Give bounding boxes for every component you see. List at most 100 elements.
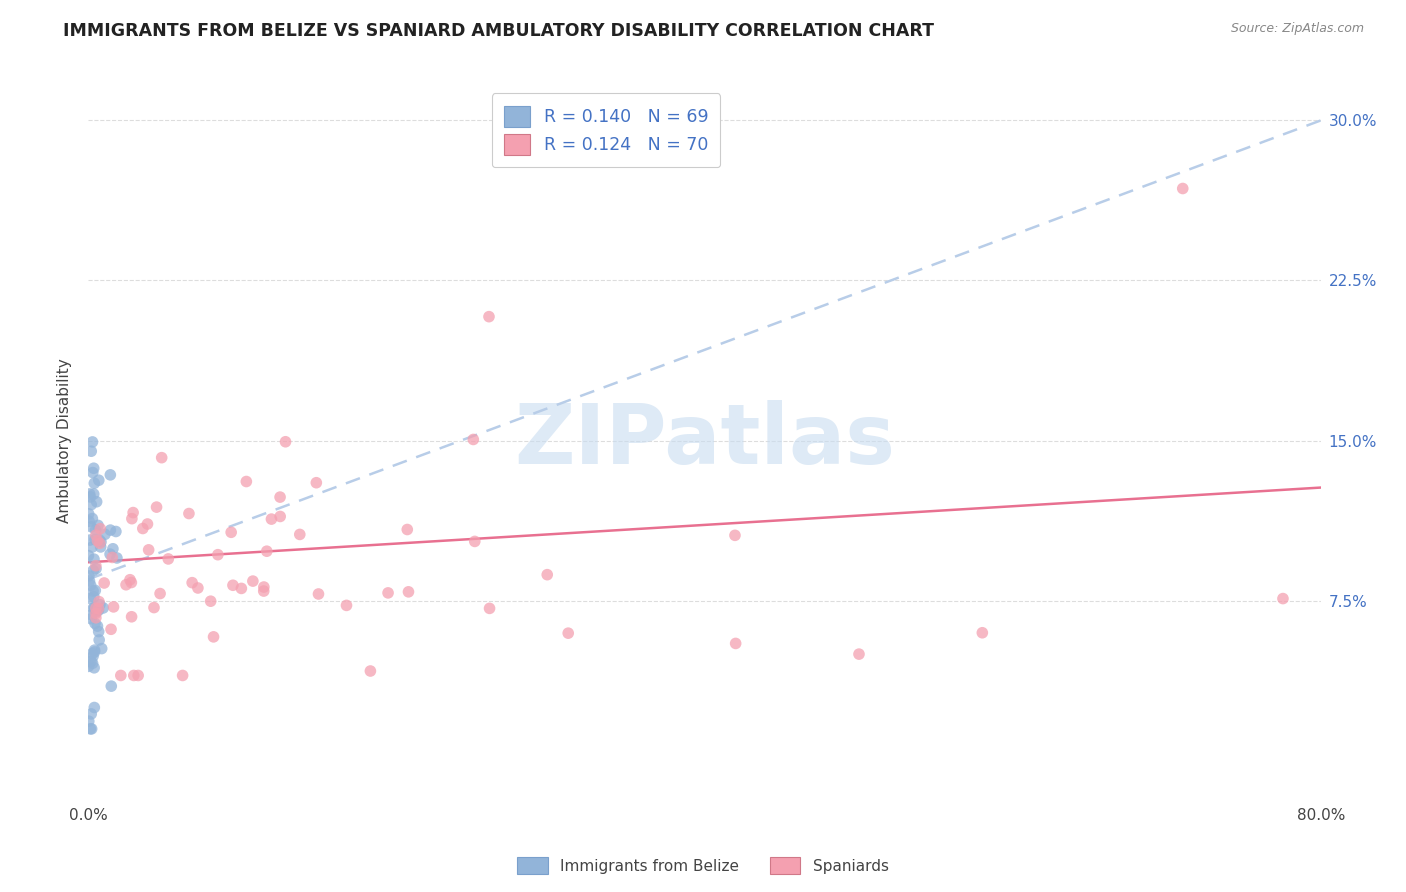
Spaniards xyxy=(138,542,160,557)
Immigrants from Belize xyxy=(77,507,100,521)
Immigrants from Belize xyxy=(77,514,100,528)
Immigrants from Belize xyxy=(82,466,104,480)
Spaniards xyxy=(103,599,125,614)
Immigrants from Belize xyxy=(100,523,122,537)
Spaniards xyxy=(478,601,501,615)
Spaniards xyxy=(557,626,579,640)
Immigrants from Belize xyxy=(80,444,103,458)
Immigrants from Belize xyxy=(83,643,105,657)
Spaniards xyxy=(120,575,142,590)
Immigrants from Belize xyxy=(79,591,101,606)
Spaniards xyxy=(157,552,180,566)
Immigrants from Belize xyxy=(79,722,101,736)
Immigrants from Belize xyxy=(87,624,110,639)
Immigrants from Belize xyxy=(84,583,107,598)
Spaniards xyxy=(84,558,107,573)
Spaniards xyxy=(200,594,222,608)
Immigrants from Belize xyxy=(83,661,105,675)
Immigrants from Belize xyxy=(79,487,101,501)
Spaniards xyxy=(100,622,122,636)
Immigrants from Belize xyxy=(84,616,107,631)
Spaniards xyxy=(464,534,486,549)
Immigrants from Belize xyxy=(84,562,107,576)
Immigrants from Belize xyxy=(82,657,104,671)
Immigrants from Belize xyxy=(86,494,108,508)
Spaniards xyxy=(231,582,253,596)
Immigrants from Belize xyxy=(79,578,101,592)
Immigrants from Belize xyxy=(80,655,103,669)
Immigrants from Belize xyxy=(82,601,104,615)
Spaniards xyxy=(132,521,155,535)
Immigrants from Belize xyxy=(82,584,104,599)
Spaniards xyxy=(122,668,145,682)
Spaniards xyxy=(1171,181,1194,195)
Immigrants from Belize xyxy=(82,434,104,449)
Immigrants from Belize xyxy=(80,722,103,736)
Immigrants from Belize xyxy=(82,649,104,664)
Spaniards xyxy=(288,527,311,541)
Immigrants from Belize xyxy=(79,574,101,588)
Spaniards xyxy=(536,567,558,582)
Immigrants from Belize xyxy=(80,520,103,534)
Immigrants from Belize xyxy=(79,533,101,547)
Immigrants from Belize xyxy=(91,601,114,615)
Spaniards xyxy=(87,594,110,608)
Immigrants from Belize xyxy=(90,534,112,549)
Spaniards xyxy=(260,512,283,526)
Spaniards xyxy=(269,509,291,524)
Immigrants from Belize xyxy=(84,602,107,616)
Immigrants from Belize xyxy=(77,659,100,673)
Spaniards xyxy=(84,607,107,621)
Spaniards xyxy=(93,576,115,591)
Spaniards xyxy=(269,490,291,504)
Immigrants from Belize xyxy=(80,706,103,721)
Spaniards xyxy=(377,586,399,600)
Immigrants from Belize xyxy=(94,527,117,541)
Immigrants from Belize xyxy=(77,549,100,563)
Immigrants from Belize xyxy=(77,714,100,728)
Immigrants from Belize xyxy=(84,523,107,537)
Spaniards xyxy=(127,668,149,682)
Spaniards xyxy=(724,636,747,650)
Immigrants from Belize xyxy=(82,540,104,554)
Spaniards xyxy=(724,528,747,542)
Spaniards xyxy=(202,630,225,644)
Immigrants from Belize xyxy=(104,524,127,539)
Spaniards xyxy=(145,500,167,515)
Immigrants from Belize xyxy=(90,540,112,554)
Spaniards xyxy=(478,310,501,324)
Legend: R = 0.140   N = 69, R = 0.124   N = 70: R = 0.140 N = 69, R = 0.124 N = 70 xyxy=(492,94,720,167)
Spaniards xyxy=(101,550,124,565)
Immigrants from Belize xyxy=(83,552,105,566)
Spaniards xyxy=(187,581,209,595)
Spaniards xyxy=(219,525,242,540)
Spaniards xyxy=(86,533,108,548)
Spaniards xyxy=(396,523,419,537)
Spaniards xyxy=(253,584,276,599)
Immigrants from Belize xyxy=(89,598,111,612)
Immigrants from Belize xyxy=(89,533,111,548)
Spaniards xyxy=(972,625,994,640)
Spaniards xyxy=(136,516,159,531)
Spaniards xyxy=(118,573,141,587)
Immigrants from Belize xyxy=(83,476,105,491)
Text: IMMIGRANTS FROM BELIZE VS SPANIARD AMBULATORY DISABILITY CORRELATION CHART: IMMIGRANTS FROM BELIZE VS SPANIARD AMBUL… xyxy=(63,22,934,40)
Immigrants from Belize xyxy=(80,612,103,626)
Immigrants from Belize xyxy=(87,518,110,533)
Y-axis label: Ambulatory Disability: Ambulatory Disability xyxy=(58,359,72,523)
Immigrants from Belize xyxy=(87,603,110,617)
Spaniards xyxy=(87,601,110,615)
Immigrants from Belize xyxy=(79,490,101,504)
Immigrants from Belize xyxy=(87,473,110,487)
Spaniards xyxy=(115,578,138,592)
Spaniards xyxy=(253,580,276,594)
Spaniards xyxy=(89,522,111,536)
Immigrants from Belize xyxy=(77,569,100,583)
Immigrants from Belize xyxy=(101,541,124,556)
Spaniards xyxy=(305,475,328,490)
Immigrants from Belize xyxy=(100,679,122,693)
Spaniards xyxy=(463,433,485,447)
Text: Source: ZipAtlas.com: Source: ZipAtlas.com xyxy=(1230,22,1364,36)
Spaniards xyxy=(308,587,330,601)
Spaniards xyxy=(110,668,132,682)
